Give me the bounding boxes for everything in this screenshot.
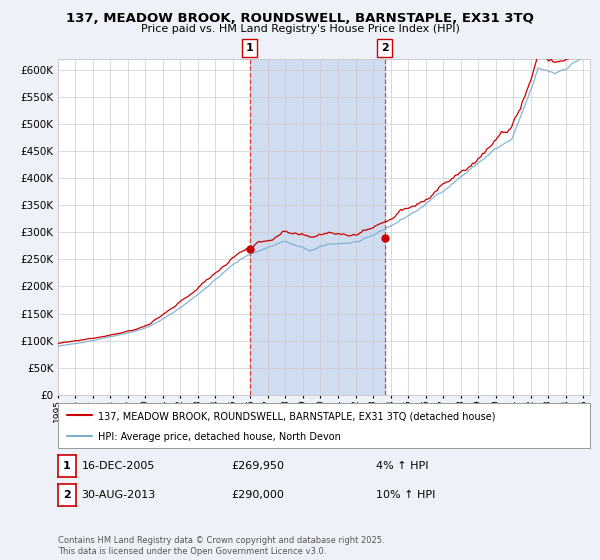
Text: £269,950: £269,950: [232, 461, 284, 471]
Text: 1: 1: [246, 43, 254, 53]
Text: 2: 2: [381, 43, 389, 53]
Text: Price paid vs. HM Land Registry's House Price Index (HPI): Price paid vs. HM Land Registry's House …: [140, 24, 460, 34]
Text: 1: 1: [63, 461, 70, 471]
Text: HPI: Average price, detached house, North Devon: HPI: Average price, detached house, Nort…: [98, 432, 340, 442]
Text: Contains HM Land Registry data © Crown copyright and database right 2025.
This d: Contains HM Land Registry data © Crown c…: [58, 536, 384, 556]
Text: 30-AUG-2013: 30-AUG-2013: [82, 490, 156, 500]
FancyBboxPatch shape: [242, 39, 257, 57]
Text: 4% ↑ HPI: 4% ↑ HPI: [376, 461, 428, 471]
Bar: [250, 59, 385, 395]
Text: 2: 2: [63, 490, 70, 500]
FancyBboxPatch shape: [377, 39, 392, 57]
Text: £290,000: £290,000: [232, 490, 284, 500]
Text: 137, MEADOW BROOK, ROUNDSWELL, BARNSTAPLE, EX31 3TQ: 137, MEADOW BROOK, ROUNDSWELL, BARNSTAPL…: [66, 12, 534, 25]
Text: 137, MEADOW BROOK, ROUNDSWELL, BARNSTAPLE, EX31 3TQ (detached house): 137, MEADOW BROOK, ROUNDSWELL, BARNSTAPL…: [98, 412, 495, 422]
Text: 10% ↑ HPI: 10% ↑ HPI: [376, 490, 435, 500]
Text: 16-DEC-2005: 16-DEC-2005: [82, 461, 155, 471]
